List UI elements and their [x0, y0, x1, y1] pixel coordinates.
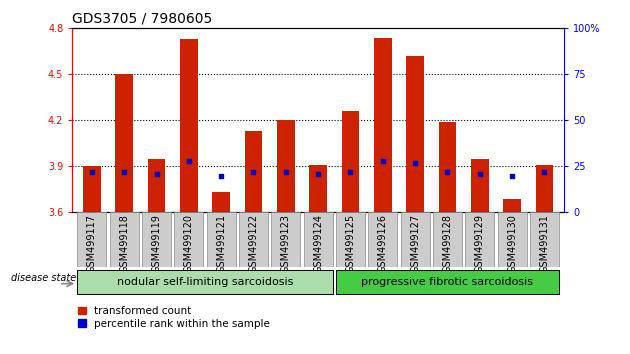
FancyBboxPatch shape — [498, 212, 527, 267]
FancyBboxPatch shape — [142, 212, 171, 267]
Bar — [374, 38, 392, 212]
Point — [442, 169, 452, 175]
FancyBboxPatch shape — [239, 212, 268, 267]
Bar — [341, 111, 359, 212]
Point — [378, 158, 388, 164]
Bar — [212, 193, 230, 212]
Point — [345, 169, 355, 175]
Text: GSM499128: GSM499128 — [442, 214, 452, 273]
Text: GSM499131: GSM499131 — [539, 214, 549, 273]
Text: GSM499123: GSM499123 — [281, 214, 291, 273]
Text: nodular self-limiting sarcoidosis: nodular self-limiting sarcoidosis — [117, 277, 293, 287]
FancyBboxPatch shape — [530, 212, 559, 267]
Bar — [83, 166, 101, 212]
Text: GSM499127: GSM499127 — [410, 214, 420, 273]
Point — [507, 173, 517, 178]
Bar — [309, 165, 327, 212]
FancyBboxPatch shape — [77, 212, 106, 267]
Point — [281, 169, 291, 175]
Point — [184, 158, 194, 164]
FancyBboxPatch shape — [433, 212, 462, 267]
Point — [313, 171, 323, 177]
Point — [119, 169, 129, 175]
Point — [151, 171, 161, 177]
FancyBboxPatch shape — [369, 212, 398, 267]
Point — [87, 169, 97, 175]
FancyBboxPatch shape — [336, 270, 559, 294]
Bar — [147, 159, 166, 212]
Legend: transformed count, percentile rank within the sample: transformed count, percentile rank withi… — [77, 306, 270, 329]
Text: GSM499117: GSM499117 — [87, 214, 97, 273]
Bar — [406, 56, 424, 212]
Text: GSM499122: GSM499122 — [248, 214, 258, 273]
Text: GSM499130: GSM499130 — [507, 214, 517, 273]
Bar — [503, 199, 521, 212]
Bar — [244, 131, 262, 212]
Point — [248, 169, 258, 175]
Point — [475, 171, 485, 177]
Text: GSM499121: GSM499121 — [216, 214, 226, 273]
Bar — [536, 165, 553, 212]
Text: progressive fibrotic sarcoidosis: progressive fibrotic sarcoidosis — [362, 277, 534, 287]
Text: GSM499118: GSM499118 — [119, 214, 129, 273]
FancyBboxPatch shape — [207, 212, 236, 267]
Bar — [115, 74, 133, 212]
FancyBboxPatch shape — [175, 212, 203, 267]
FancyBboxPatch shape — [401, 212, 430, 267]
Text: GSM499124: GSM499124 — [313, 214, 323, 273]
Point — [216, 173, 226, 178]
FancyBboxPatch shape — [77, 270, 333, 294]
Text: GSM499129: GSM499129 — [475, 214, 485, 273]
FancyBboxPatch shape — [465, 212, 495, 267]
Text: GDS3705 / 7980605: GDS3705 / 7980605 — [72, 12, 213, 26]
FancyBboxPatch shape — [110, 212, 139, 267]
Text: GSM499125: GSM499125 — [345, 214, 355, 273]
FancyBboxPatch shape — [304, 212, 333, 267]
Bar — [277, 120, 295, 212]
FancyBboxPatch shape — [336, 212, 365, 267]
Bar — [180, 39, 198, 212]
Text: GSM499120: GSM499120 — [184, 214, 194, 273]
Bar — [438, 122, 456, 212]
Point — [539, 169, 549, 175]
Bar — [471, 159, 489, 212]
Text: disease state: disease state — [11, 273, 76, 283]
Point — [410, 160, 420, 166]
FancyBboxPatch shape — [272, 212, 301, 267]
Text: GSM499126: GSM499126 — [378, 214, 388, 273]
Text: GSM499119: GSM499119 — [151, 214, 161, 273]
